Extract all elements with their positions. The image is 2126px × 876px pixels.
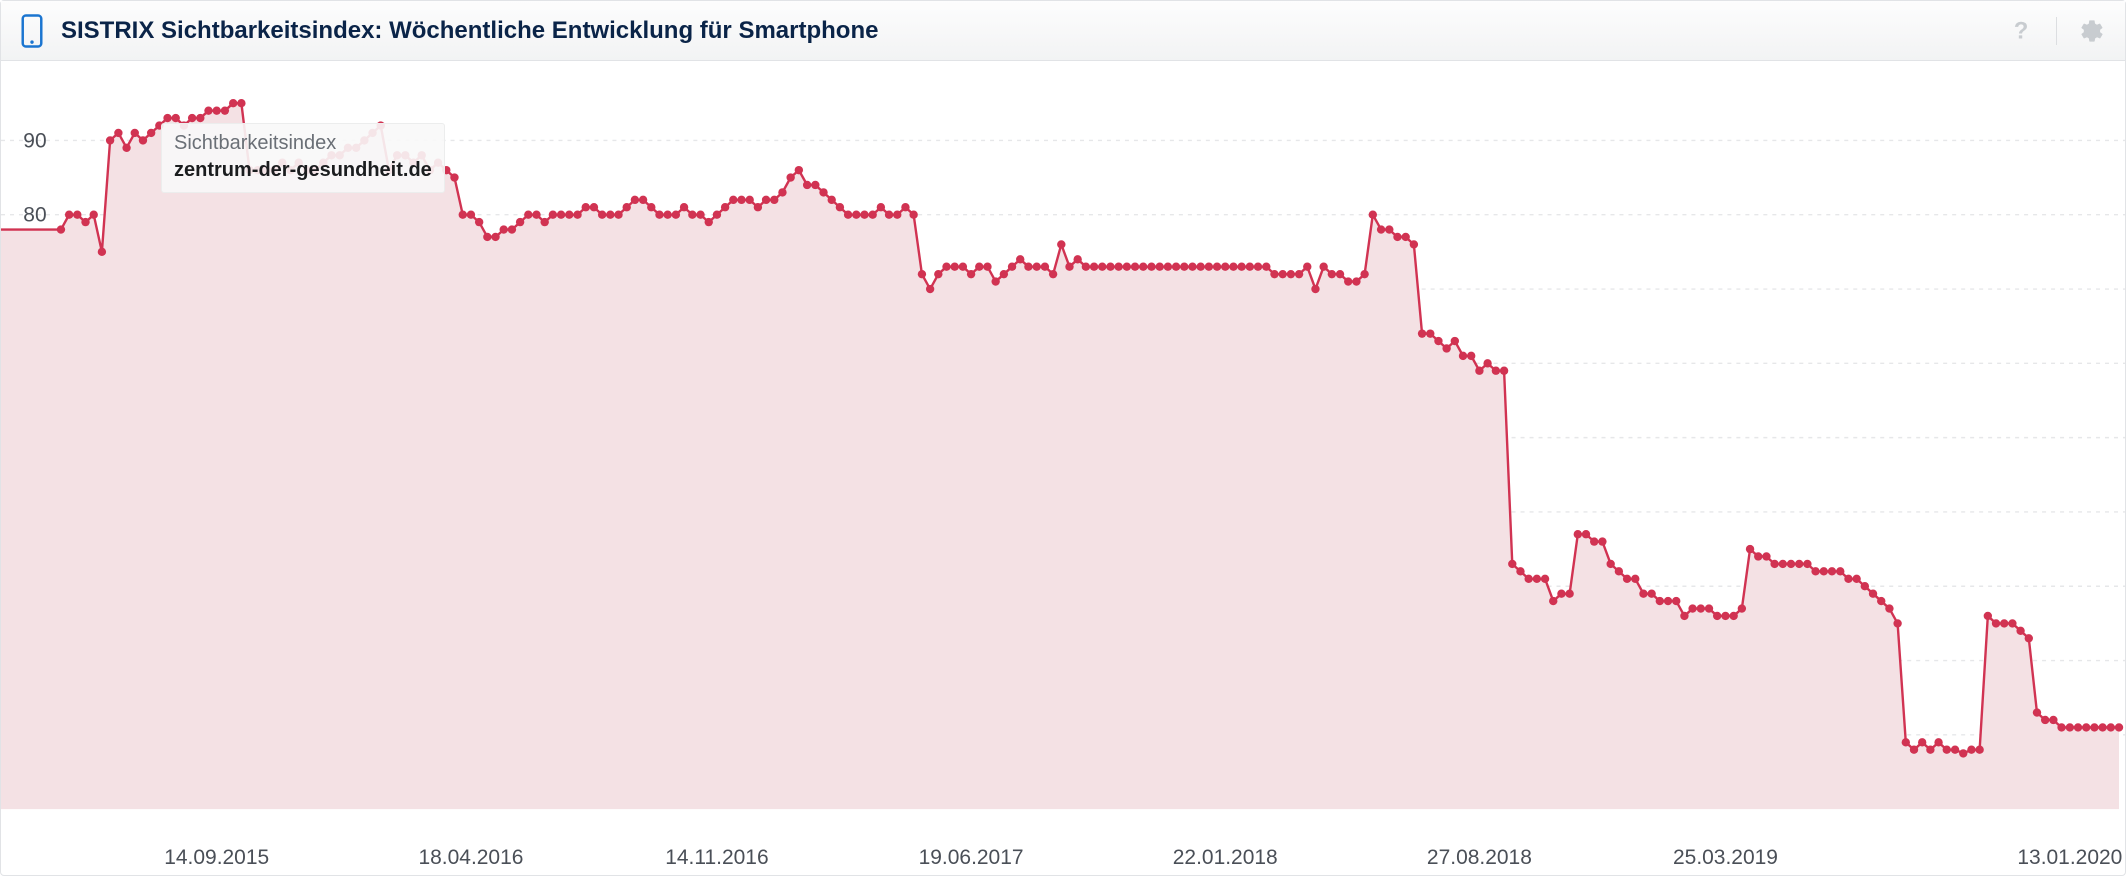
svg-text:?: ? — [2014, 18, 2029, 44]
chart-area: 10203040506070809014.09.201518.04.201614… — [1, 61, 2125, 875]
svg-text:13.01.2020: 13.01.2020 — [2017, 846, 2122, 869]
svg-text:27.08.2018: 27.08.2018 — [1427, 846, 1532, 869]
svg-text:80: 80 — [23, 204, 46, 227]
svg-text:14.11.2016: 14.11.2016 — [665, 846, 768, 869]
svg-text:25.03.2019: 25.03.2019 — [1673, 846, 1778, 869]
chart-panel: SISTRIX Sichtbarkeitsindex: Wöchentliche… — [0, 0, 2126, 876]
help-icon[interactable]: ? — [2008, 18, 2034, 44]
smartphone-icon — [21, 14, 43, 48]
svg-text:90: 90 — [23, 129, 46, 152]
gear-icon[interactable] — [2079, 18, 2105, 44]
legend-label: Sichtbarkeitsindex — [174, 130, 432, 157]
svg-text:19.06.2017: 19.06.2017 — [919, 846, 1024, 869]
header-divider — [2056, 17, 2057, 45]
svg-text:18.04.2016: 18.04.2016 — [418, 846, 523, 869]
panel-header: SISTRIX Sichtbarkeitsindex: Wöchentliche… — [1, 1, 2125, 61]
legend-box: Sichtbarkeitsindex zentrum-der-gesundhei… — [161, 123, 445, 193]
svg-text:22.01.2018: 22.01.2018 — [1173, 846, 1278, 869]
legend-domain: zentrum-der-gesundheit.de — [174, 157, 432, 184]
svg-text:14.09.2015: 14.09.2015 — [164, 846, 269, 869]
panel-title: SISTRIX Sichtbarkeitsindex: Wöchentliche… — [61, 17, 1986, 45]
